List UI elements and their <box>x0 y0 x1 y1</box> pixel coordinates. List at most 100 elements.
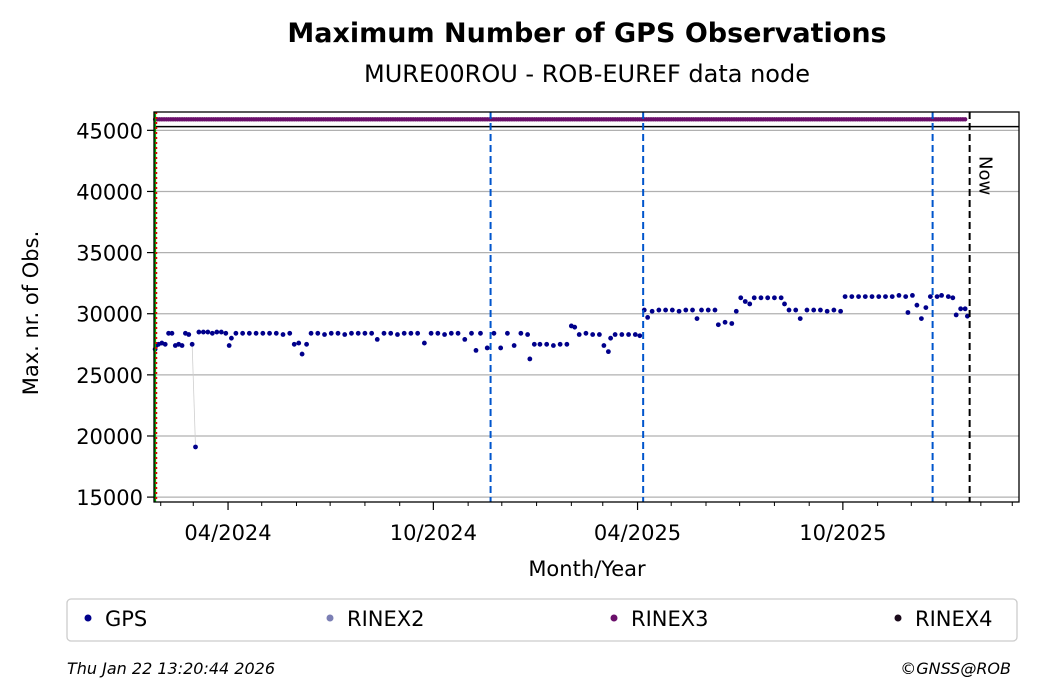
gps-point <box>355 330 361 336</box>
gps-point <box>856 294 861 300</box>
y-tick-label: 45000 <box>76 119 143 143</box>
gps-point <box>733 308 739 314</box>
footer-timestamp: Thu Jan 22 13:20:44 2026 <box>67 659 275 678</box>
gps-point <box>934 294 940 300</box>
gps-point <box>669 307 675 313</box>
gps-point <box>923 305 929 311</box>
gps-point <box>511 343 517 348</box>
gps-point <box>786 307 792 313</box>
gps-point <box>712 307 718 313</box>
gps-point <box>193 444 198 450</box>
gps-point <box>205 329 211 335</box>
gps-point <box>690 307 695 313</box>
gps-point <box>705 307 711 313</box>
y-axis-ticks: 15000 20000 25000 30000 35000 40000 45000 <box>76 119 154 510</box>
gps-point <box>793 307 799 313</box>
gps-point <box>637 333 643 339</box>
gps-point <box>818 307 823 313</box>
gps-point <box>918 316 924 322</box>
gps-point <box>315 330 321 336</box>
gps-point <box>388 330 394 336</box>
gps-point <box>572 324 578 330</box>
gps-point <box>223 330 229 336</box>
gps-point <box>462 337 468 342</box>
gps-point <box>722 319 728 325</box>
gps-point <box>958 306 964 312</box>
gps-point <box>428 330 434 336</box>
gps-point <box>939 292 944 298</box>
gps-point <box>291 341 297 347</box>
gps-point <box>229 335 234 341</box>
gps-point <box>435 330 441 336</box>
gps-point <box>415 330 421 336</box>
now-label: Now <box>975 156 996 195</box>
gps-point <box>240 330 246 336</box>
gps-point <box>583 330 589 336</box>
gps-point <box>200 329 206 335</box>
gps-point <box>308 330 314 336</box>
gps-point <box>273 330 279 336</box>
gps-point <box>166 330 171 336</box>
legend-label-rinex2: RINEX2 <box>347 607 425 631</box>
gps-point <box>953 312 959 318</box>
gps-point <box>626 332 631 337</box>
gps-point <box>889 294 895 300</box>
gps-point <box>448 330 454 336</box>
legend-box <box>66 598 1018 642</box>
gps-point <box>656 307 662 313</box>
y-tick-label: 40000 <box>76 180 143 204</box>
x-tick-label: 10/2025 <box>799 521 886 545</box>
gps-point <box>576 332 582 337</box>
grid-lines <box>154 129 1019 498</box>
gps-point <box>738 295 744 301</box>
gps-point <box>645 314 651 320</box>
gps-point <box>253 330 259 336</box>
gps-point <box>304 341 309 347</box>
gps-point <box>214 329 220 335</box>
footer-credit: ©GNSS@ROB <box>900 659 1011 678</box>
x-axis-label: Month/Year <box>528 557 646 581</box>
gps-point <box>505 330 510 336</box>
rinex3-point <box>962 117 968 122</box>
gps-point <box>537 341 543 347</box>
gps-point <box>683 307 689 313</box>
gps-point <box>395 332 400 337</box>
gps-point <box>869 294 875 300</box>
gps-point <box>551 343 556 348</box>
gps-point <box>381 330 387 336</box>
gps-point <box>964 313 970 319</box>
gps-point <box>950 295 956 301</box>
gps-point <box>797 316 803 322</box>
gps-point <box>296 340 302 346</box>
y-tick-label: 25000 <box>76 364 143 388</box>
x-tick-label: 04/2025 <box>594 521 681 545</box>
y-axis-label: Max. nr. of Obs. <box>19 231 43 396</box>
gps-point <box>824 308 830 314</box>
gps-point <box>557 341 563 347</box>
gps-point <box>676 308 682 314</box>
gps-point <box>564 341 570 347</box>
gps-point <box>374 337 380 342</box>
gps-point <box>299 351 305 357</box>
legend-marker-rinex2 <box>326 614 334 622</box>
gps-point <box>246 330 252 336</box>
gps-point <box>811 307 817 313</box>
gps-point <box>694 316 700 322</box>
y-tick-label: 15000 <box>76 486 143 510</box>
gps-point <box>663 307 668 313</box>
gps-point <box>455 330 461 336</box>
gps-point <box>369 330 375 336</box>
gps-point <box>169 330 175 336</box>
gps-point <box>527 356 533 362</box>
gps-point <box>903 294 909 300</box>
gps-point <box>189 341 195 347</box>
gps-point <box>927 294 933 300</box>
x-tick-label: 10/2024 <box>390 521 477 545</box>
gps-point <box>186 332 192 337</box>
gps-point <box>196 329 202 335</box>
gps-point <box>349 330 354 336</box>
gps-point <box>751 295 757 301</box>
gps-point <box>597 332 602 337</box>
y-tick-label: 30000 <box>76 303 143 327</box>
